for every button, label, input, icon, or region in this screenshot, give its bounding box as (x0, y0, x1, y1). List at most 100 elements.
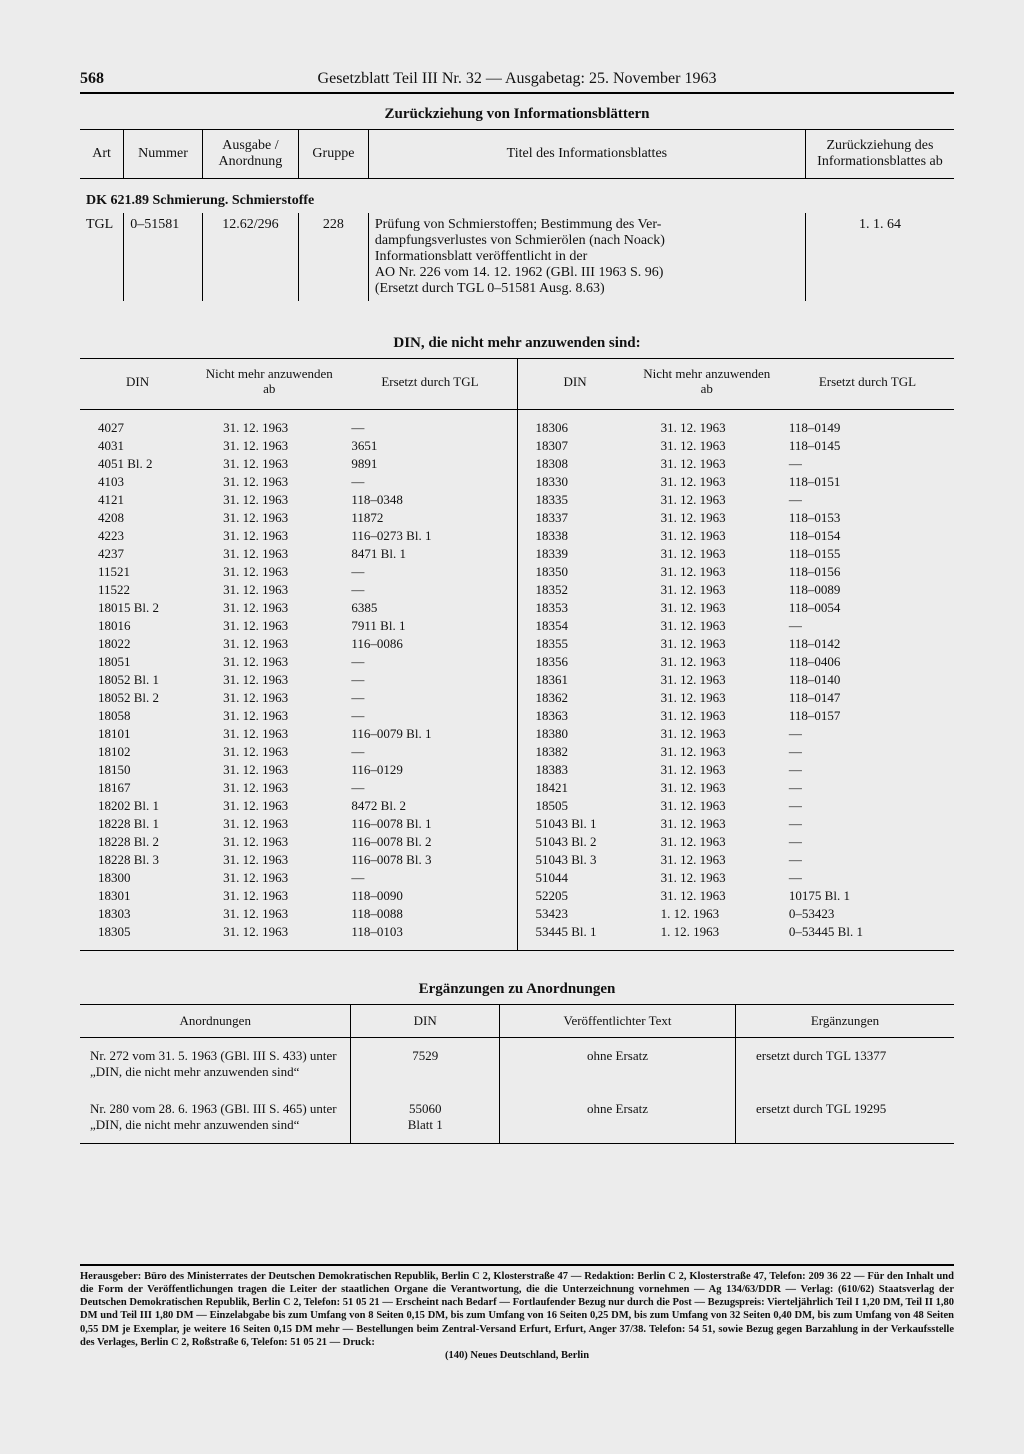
cell-din: 18303 (80, 905, 195, 923)
cell-din: 18330 (518, 473, 633, 491)
col-ab: Nicht mehr anzuwenden ab (195, 359, 343, 409)
table-row: 18228 Bl. 231. 12. 1963116–0078 Bl. 2 (80, 833, 517, 851)
cell-ersetzt: 3651 (343, 437, 516, 455)
cell-ersetzt: — (781, 815, 954, 833)
running-head: 568 Gesetzblatt Teil III Nr. 32 — Ausgab… (80, 70, 954, 88)
cell-ersetzt: — (343, 410, 516, 438)
cell-ersetzt: — (343, 581, 516, 599)
cell-ersetzt: 116–0129 (343, 761, 516, 779)
cell-ab: 31. 12. 1963 (195, 545, 343, 563)
cell-din: 18356 (518, 653, 633, 671)
cell-ab: 31. 12. 1963 (195, 887, 343, 905)
cell-ersetzt: 118–0142 (781, 635, 954, 653)
cell-din: 18338 (518, 527, 633, 545)
table-row: 1815031. 12. 1963116–0129 (80, 761, 517, 779)
cell-ab: 31. 12. 1963 (633, 545, 781, 563)
cell-vtext: ohne Ersatz (500, 1091, 736, 1144)
cell-ersetzt: 118–0154 (781, 527, 954, 545)
table-row: 1833831. 12. 1963118–0154 (518, 527, 955, 545)
cell-ab: 31. 12. 1963 (195, 455, 343, 473)
titel-line: dampfungsverlustes von Schmierölen (nach… (375, 233, 665, 248)
cell-ab: 31. 12. 1963 (633, 761, 781, 779)
cell-ab: 31. 12. 1963 (195, 815, 343, 833)
cell-ersetzt: 6385 (343, 599, 516, 617)
col-ab: Nicht mehr anzuwenden ab (633, 359, 781, 409)
document-page: 568 Gesetzblatt Teil III Nr. 32 — Ausgab… (0, 0, 1024, 1454)
table-row: 423731. 12. 19638471 Bl. 1 (80, 545, 517, 563)
cell-ab: 31. 12. 1963 (195, 527, 343, 545)
table-row: 422331. 12. 1963116–0273 Bl. 1 (80, 527, 517, 545)
table-row: 1835331. 12. 1963118–0054 (518, 599, 955, 617)
cell-ab: 31. 12. 1963 (633, 797, 781, 815)
cell-din: 18337 (518, 509, 633, 527)
cell-ersetzt: 118–0153 (781, 509, 954, 527)
cell-gruppe: 228 (298, 213, 368, 301)
cell-ab: 31. 12. 1963 (195, 851, 343, 869)
table-row: 1830731. 12. 1963118–0145 (518, 437, 955, 455)
cell-ab: 31. 12. 1963 (195, 905, 343, 923)
cell-ersetzt: 116–0086 (343, 635, 516, 653)
cell-ersetzt: — (343, 671, 516, 689)
cell-ab: 1. 12. 1963 (633, 923, 781, 950)
cell-din: 18339 (518, 545, 633, 563)
table-row: 18202 Bl. 131. 12. 19638472 Bl. 2 (80, 797, 517, 815)
cell-ab: 31. 12. 1963 (633, 410, 781, 438)
cell-ab: 31. 12. 1963 (633, 869, 781, 887)
cell-ersetzt: 9891 (343, 455, 516, 473)
cell-ab: 31. 12. 1963 (195, 599, 343, 617)
table-row: Nr. 272 vom 31. 5. 1963 (GBl. III S. 433… (80, 1038, 954, 1091)
cell-ab: 31. 12. 1963 (633, 455, 781, 473)
cell-din: 53445 Bl. 1 (518, 923, 633, 950)
cell-ab: 31. 12. 1963 (195, 491, 343, 509)
cell-din: 4103 (80, 473, 195, 491)
cell-ab: 31. 12. 1963 (195, 833, 343, 851)
cell-ersetzt: 10175 Bl. 1 (781, 887, 954, 905)
cell-ab: 31. 12. 1963 (195, 563, 343, 581)
col-gruppe: Gruppe (298, 130, 368, 179)
cell-ersetzt: — (781, 491, 954, 509)
section2-title: DIN, die nicht mehr anzuwenden sind: (80, 335, 954, 352)
cell-ersetzt: 11872 (343, 509, 516, 527)
cell-din: 18505 (518, 797, 633, 815)
imprint-last: (140) Neues Deutschland, Berlin (80, 1349, 954, 1362)
table-row: 402731. 12. 1963— (80, 410, 517, 438)
cell-ab: 31. 12. 1963 (633, 707, 781, 725)
cell-ersetzt: 118–0348 (343, 491, 516, 509)
cell-ersetzt: 118–0103 (343, 923, 516, 950)
table-row: 1838031. 12. 1963— (518, 725, 955, 743)
table-row: 5104431. 12. 1963— (518, 869, 955, 887)
cell-ersetzt: — (781, 779, 954, 797)
cell-ab: 31. 12. 1963 (633, 743, 781, 761)
cell-din: 11521 (80, 563, 195, 581)
cell-din: 51044 (518, 869, 633, 887)
cell-nummer: 0–51581 (124, 213, 203, 301)
table-row: 1830631. 12. 1963118–0149 (518, 410, 955, 438)
cell-ab: 31. 12. 1963 (633, 527, 781, 545)
cell-din: 18022 (80, 635, 195, 653)
table-row: 1835231. 12. 1963118–0089 (518, 581, 955, 599)
cell-art: TGL (80, 213, 124, 301)
cell-ersetzt: 118–0140 (781, 671, 954, 689)
cell-din: 18306 (518, 410, 633, 438)
cell-ersetzt: — (781, 833, 954, 851)
cell-ersetzt: 116–0078 Bl. 2 (343, 833, 516, 851)
cell-ab: 31. 12. 1963 (195, 653, 343, 671)
cell-ersetzt: 118–0151 (781, 473, 954, 491)
table-row: 412131. 12. 1963118–0348 (80, 491, 517, 509)
table-row: 1836331. 12. 1963118–0157 (518, 707, 955, 725)
table-row: 1816731. 12. 1963— (80, 779, 517, 797)
cell-ersetzt: — (781, 761, 954, 779)
cell-ersetzt: — (781, 455, 954, 473)
col-vtext: Veröffentlichter Text (500, 1005, 736, 1038)
table-row: 1805831. 12. 1963— (80, 707, 517, 725)
table-row: 4051 Bl. 231. 12. 19639891 (80, 455, 517, 473)
cell-ersetzt: 7911 Bl. 1 (343, 617, 516, 635)
cell-ab: 31. 12. 1963 (195, 869, 343, 887)
cell-erg: ersetzt durch TGL 13377 (735, 1038, 954, 1091)
cell-ersetzt: — (781, 617, 954, 635)
cell-din: 18352 (518, 581, 633, 599)
cell-ab: 31. 12. 1963 (195, 671, 343, 689)
table-row: 1805131. 12. 1963— (80, 653, 517, 671)
page-number: 568 (80, 70, 104, 88)
col-din: DIN (351, 1005, 500, 1038)
